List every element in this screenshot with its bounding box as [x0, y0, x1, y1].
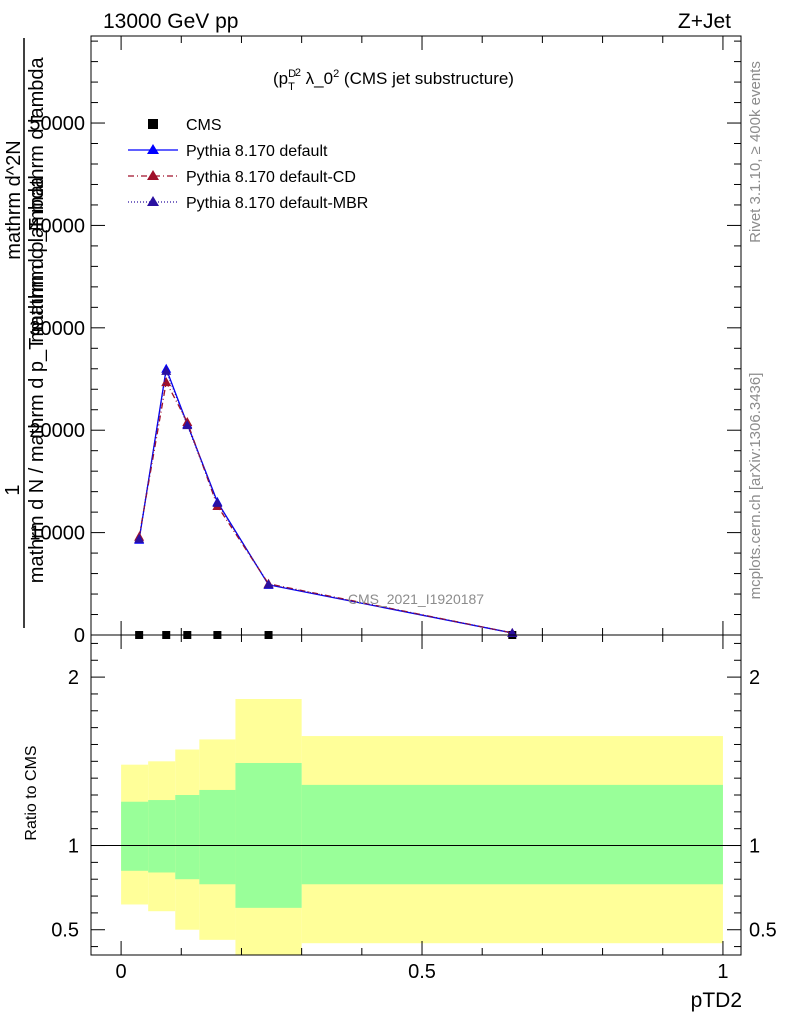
uncertainty-band-inner	[175, 795, 200, 880]
ratio-y-axis: 0.5 0.5 1 1 2 2	[51, 642, 777, 948]
data-point	[212, 497, 223, 507]
main-panel: 0 10000 20000 30000 40000 50000 (pD T2 λ_02 (C…	[2, 35, 764, 647]
uncertainty-band-inner	[121, 801, 149, 871]
ratio-y-tick-label: 2	[68, 667, 79, 689]
y-tick-label: 30000	[29, 318, 85, 340]
x-tick-label: 1	[717, 961, 728, 983]
legend-label: CMS	[186, 117, 222, 134]
data-point	[263, 579, 274, 589]
y-label-dpt: mathrm d p_T mathrm d lambda	[26, 56, 48, 342]
main-plot-content	[134, 363, 518, 639]
uncertainty-band-inner	[148, 800, 176, 873]
main-y-axis: 0 10000 20000 30000 40000 50000	[29, 40, 741, 647]
ratio-panel: 0.5 0.51 12 2 0 0.5 1 Ratio to CMS pTD2	[23, 634, 777, 1012]
legend-marker	[147, 170, 159, 180]
series-line	[138, 368, 513, 634]
series-line	[138, 366, 513, 634]
x-tick-label: 0	[116, 961, 127, 983]
y-label-dN: mathrm d N / mathrm d p_T mathrm d lambd…	[26, 176, 48, 583]
x-tick-label: 0.5	[408, 961, 436, 983]
y-tick-label: 0	[74, 625, 85, 647]
data-point	[134, 533, 145, 543]
y-tick-label: 40000	[29, 215, 85, 237]
y-tick-label: 50000	[29, 113, 85, 135]
legend-label: Pythia 8.170 default	[186, 143, 328, 160]
legend-item: Pythia 8.170 default	[128, 143, 328, 160]
y-label-one: 1	[2, 484, 24, 495]
ratio-plot-content	[91, 699, 741, 955]
legend-item: Pythia 8.170 default-CD	[128, 169, 356, 186]
data-point	[182, 420, 193, 430]
legend-item: Pythia 8.170 default-MBR	[128, 195, 368, 212]
ratio-y-tick-label: 0.5	[51, 920, 79, 942]
legend-marker	[147, 144, 159, 154]
watermark: CMS_2021_I1920187	[348, 591, 484, 607]
y-tick-label: 20000	[29, 420, 85, 442]
y-tick-label: 10000	[29, 523, 85, 545]
plot-title: (pD T2 λ_02 (CMS jet substructure)	[273, 67, 514, 93]
legend: CMS Pythia 8.170 default Pythia 8.170 defa…	[128, 117, 368, 212]
ratio-x-axis: 0 0.5 1	[116, 635, 729, 983]
rivet-annotation: Rivet 3.1.10, ≥ 400k events	[747, 61, 764, 243]
ratio-y-axis-label: Ratio to CMS	[23, 745, 40, 840]
energy-label: 13000 GeV pp	[103, 10, 238, 33]
legend-marker	[147, 196, 159, 206]
legend-item: CMS	[148, 117, 222, 134]
ratio-y-tick-label: 1	[68, 836, 79, 858]
y-label-d2N: mathrm d^2N	[3, 140, 25, 259]
series-line	[138, 380, 513, 634]
data-point	[161, 365, 172, 375]
ratio-y-tick-label-right: 2	[749, 667, 760, 689]
main-y-axis-label: 1 mathrm d N / mathrm d p_T mathrm d lam…	[2, 38, 48, 628]
uncertainty-band-inner	[235, 763, 302, 908]
x-axis-label: pTD2	[691, 989, 742, 1012]
ratio-y-tick-label-right: 0.5	[749, 920, 777, 942]
main-x-axis	[120, 36, 724, 635]
ratio-y-tick-label-right: 1	[749, 836, 760, 858]
legend-marker	[148, 119, 158, 129]
uncertainty-band-inner	[301, 784, 723, 885]
process-label: Z+Jet	[678, 10, 731, 33]
legend-label: Pythia 8.170 default-CD	[186, 169, 356, 186]
uncertainty-band-inner	[199, 789, 236, 885]
legend-label: Pythia 8.170 default-MBR	[186, 195, 368, 212]
mcplots-annotation: mcplots.cern.ch [arXiv:1306.3436]	[747, 373, 764, 600]
